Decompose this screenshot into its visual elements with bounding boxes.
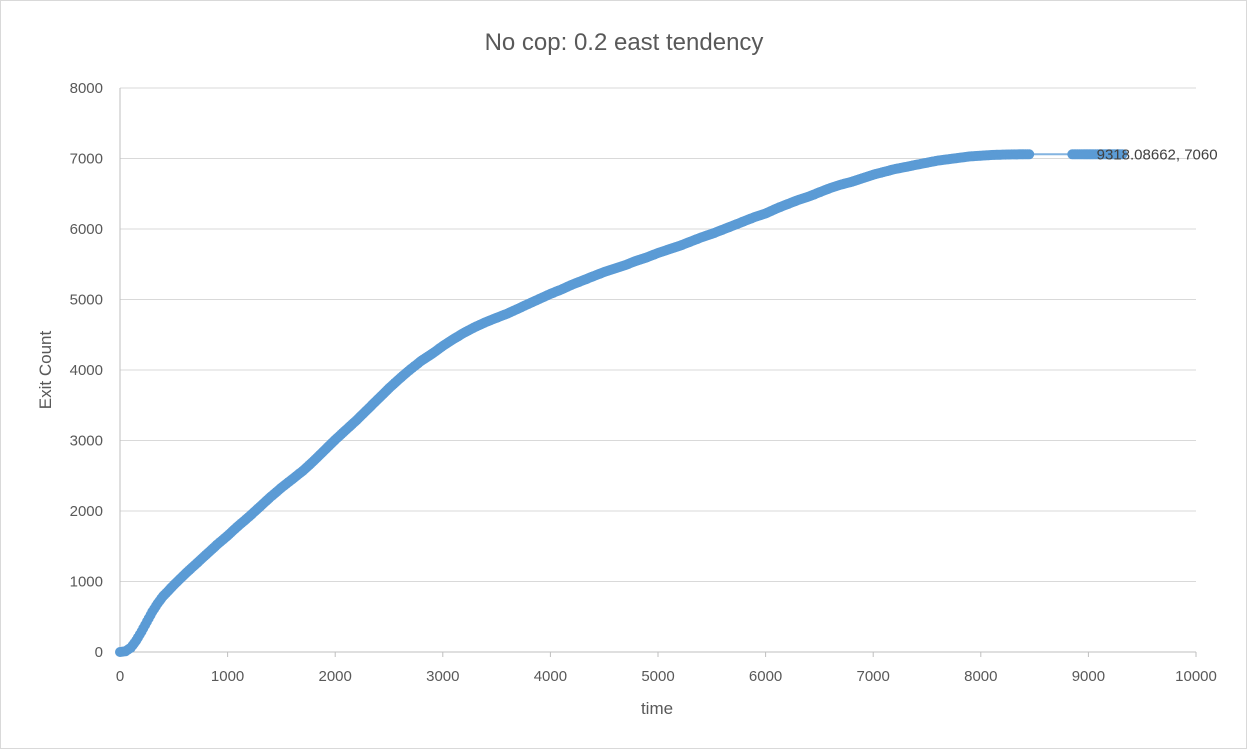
- y-tick-label: 7000: [70, 151, 103, 168]
- x-axis-tick-labels: 0 1000 2000 3000 4000 5000 6000 7000 8000 9000 100…: [116, 668, 1217, 685]
- x-tick-label: 0: [116, 668, 124, 685]
- x-tick-label: 5000: [641, 668, 674, 685]
- x-tick-label: 1000: [211, 668, 244, 685]
- x-tick-label: 6000: [749, 668, 782, 685]
- y-axis-tick-labels: 0 1000 2000 3000 4000 5000 6000 7000 8000: [70, 80, 103, 661]
- y-axis-title: Exit Count: [36, 331, 55, 410]
- gridlines: [120, 87, 1196, 582]
- chart-title: No cop: 0.2 east tendency: [485, 29, 764, 56]
- data-point-last: [1117, 149, 1128, 160]
- x-tick-label: 7000: [857, 668, 890, 685]
- x-tick-label: 8000: [964, 668, 997, 685]
- y-tick-label: 5000: [70, 292, 103, 309]
- axes: [119, 88, 1197, 657]
- y-tick-label: 3000: [70, 433, 103, 450]
- x-tick-label: 3000: [426, 668, 459, 685]
- y-tick-label: 1000: [70, 574, 103, 591]
- x-tick-label: 2000: [319, 668, 352, 685]
- data-point: [1024, 149, 1035, 160]
- y-tick-label: 8000: [70, 80, 103, 97]
- data-label-annotations: 9318.08662, 7060: [1097, 146, 1218, 163]
- x-tick-label: 4000: [534, 668, 567, 685]
- y-tick-label: 2000: [70, 503, 103, 520]
- data-label: 9318.08662, 7060: [1097, 146, 1218, 163]
- x-tick-label: 9000: [1072, 668, 1105, 685]
- y-tick-label: 0: [95, 644, 103, 661]
- y-tick-label: 4000: [70, 362, 103, 379]
- x-tick-label: 10000: [1175, 668, 1217, 685]
- series-points: [115, 149, 1128, 657]
- y-tick-label: 6000: [70, 221, 103, 238]
- x-axis-title: time: [641, 699, 673, 718]
